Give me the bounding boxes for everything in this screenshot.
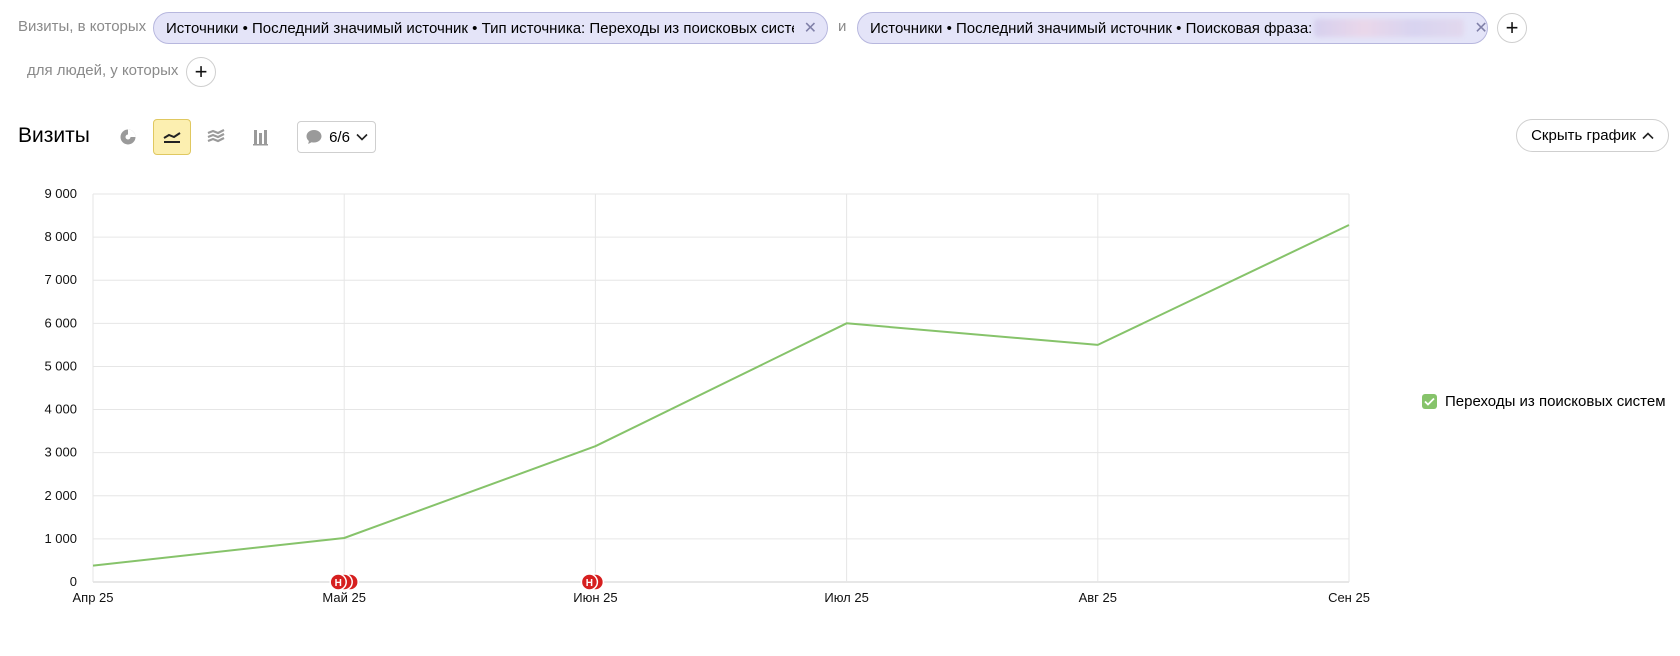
filter-conjunction: и xyxy=(838,18,847,35)
notes-count: 6/6 xyxy=(329,128,350,146)
area-chart-icon xyxy=(207,129,225,143)
plus-icon: + xyxy=(194,59,208,84)
data-point[interactable] xyxy=(90,563,96,569)
y-tick-label: 2 000 xyxy=(44,488,77,503)
y-tick-label: 7 000 xyxy=(44,272,77,287)
comment-icon xyxy=(306,130,322,144)
x-tick-label: Апр 25 xyxy=(72,590,113,605)
y-tick-label: 9 000 xyxy=(44,186,77,201)
filter-chip-search-phrase-text: Источники • Последний значимый источник … xyxy=(870,19,1313,37)
data-point[interactable] xyxy=(1095,342,1101,348)
y-tick-label: 0 xyxy=(70,574,77,589)
chart-type-line-button[interactable] xyxy=(153,119,191,155)
y-tick-label: 4 000 xyxy=(44,402,77,417)
plus-icon: + xyxy=(1505,15,1519,40)
legend-series-label: Переходы из поисковых систем xyxy=(1445,393,1666,410)
visits-filter-label: Визиты, в которых xyxy=(18,18,147,35)
data-point[interactable] xyxy=(592,443,598,449)
close-icon[interactable]: ✕ xyxy=(803,20,817,37)
x-tick-label: Июн 25 xyxy=(573,590,617,605)
y-tick-label: 8 000 xyxy=(44,229,77,244)
chart-series xyxy=(90,222,1352,569)
chart-axes: 0 1 000 2 000 3 000 4 000 5 000 6 000 7 000 8 00… xyxy=(44,186,1369,605)
note-marker-label: Н xyxy=(586,578,593,589)
series-line[interactable] xyxy=(92,224,1350,567)
note-marker-label: Н xyxy=(335,578,342,589)
legend-checkbox[interactable] xyxy=(1422,394,1437,409)
data-point[interactable] xyxy=(341,535,347,541)
notes-toggle-button[interactable]: 6/6 xyxy=(297,121,376,153)
note-marker[interactable]: Н xyxy=(329,573,359,591)
line-chart-icon xyxy=(163,132,181,143)
chevron-down-icon xyxy=(356,133,368,141)
note-marker-dot[interactable] xyxy=(580,573,599,591)
hide-chart-label: Скрыть график xyxy=(1531,127,1636,144)
note-marker[interactable]: Н xyxy=(580,573,605,591)
people-filter-label: для людей, у которых xyxy=(27,62,179,79)
chart-type-area-button[interactable] xyxy=(197,119,235,155)
pie-chart-icon xyxy=(120,129,136,145)
check-icon xyxy=(1424,397,1435,406)
chart-type-bar-button[interactable] xyxy=(242,119,280,155)
data-point[interactable] xyxy=(844,320,850,326)
hide-chart-button[interactable]: Скрыть график xyxy=(1516,119,1669,152)
note-marker-dot[interactable] xyxy=(329,573,347,591)
chart-legend[interactable]: Переходы из поисковых систем xyxy=(1422,393,1666,410)
filter-chip-source-type[interactable]: Источники • Последний значимый источник … xyxy=(153,12,828,44)
filter-chip-source-type-text: Источники • Последний значимый источник … xyxy=(166,19,794,37)
y-tick-label: 5 000 xyxy=(44,358,77,373)
chart-grid xyxy=(92,193,1350,583)
redacted-value xyxy=(1314,19,1465,37)
y-tick-label: 6 000 xyxy=(44,315,77,330)
data-point[interactable] xyxy=(1346,222,1352,228)
bar-chart-icon xyxy=(253,130,268,146)
add-people-filter-button[interactable]: + xyxy=(186,57,216,87)
close-icon[interactable]: ✕ xyxy=(1474,20,1488,37)
x-tick-label: Май 25 xyxy=(322,590,366,605)
x-tick-label: Июл 25 xyxy=(824,590,868,605)
chevron-up-icon xyxy=(1642,131,1654,139)
filter-chip-search-phrase[interactable]: Источники • Последний значимый источник … xyxy=(857,12,1488,44)
chart-type-pie-button[interactable] xyxy=(109,119,147,155)
report-title: Визиты xyxy=(18,124,90,147)
y-tick-label: 1 000 xyxy=(44,531,77,546)
y-tick-label: 3 000 xyxy=(44,445,77,460)
x-tick-label: Авг 25 xyxy=(1079,590,1117,605)
x-tick-label: Сен 25 xyxy=(1328,590,1370,605)
add-visit-filter-button[interactable]: + xyxy=(1497,13,1527,43)
